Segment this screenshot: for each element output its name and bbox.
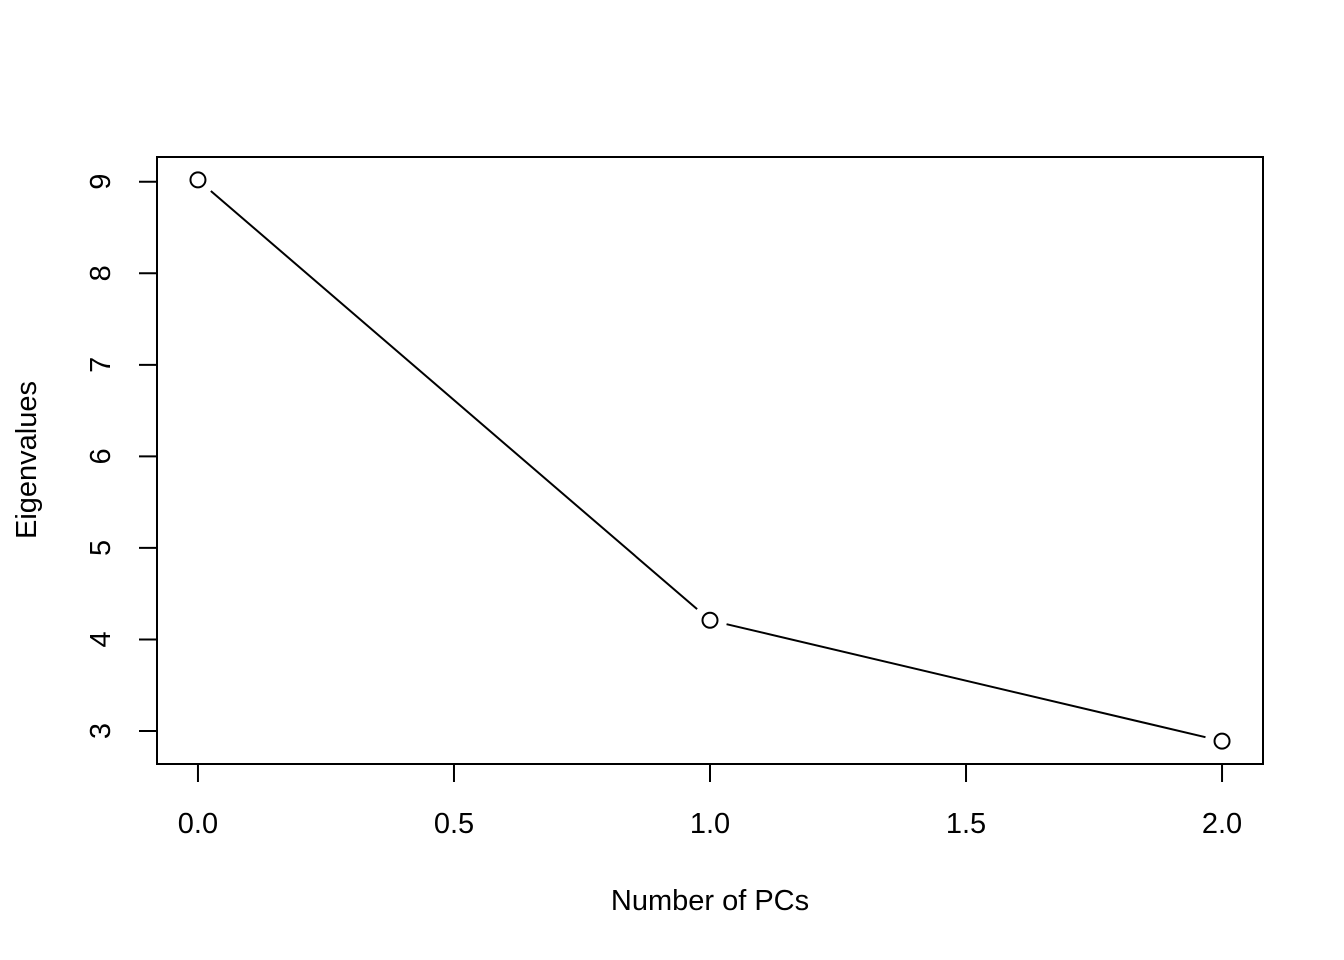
y-axis-label: Eigenvalues (11, 381, 43, 539)
series-line (210, 190, 1206, 739)
plot-frame (156, 156, 1264, 765)
data-point (189, 171, 207, 189)
x-tick-label: 0.0 (178, 808, 218, 840)
x-tick-label: 2.0 (1202, 808, 1242, 840)
x-tick-label: 1.0 (690, 808, 730, 840)
series-segment (210, 190, 698, 610)
y-tick-label: 5 (85, 540, 117, 556)
y-tick-label: 4 (85, 631, 117, 647)
y-axis: 3 4 5 6 7 8 9 (85, 174, 158, 739)
y-tick-label: 6 (85, 448, 117, 464)
x-tick-label: 0.5 (434, 808, 474, 840)
y-tick-label: 7 (85, 357, 117, 373)
x-axis-label: Number of PCs (611, 885, 809, 917)
data-point (1213, 732, 1231, 750)
y-tick-label: 8 (85, 265, 117, 281)
data-point (701, 611, 719, 629)
y-tick-label: 3 (85, 723, 117, 739)
series-segment (726, 623, 1206, 739)
x-tick-label: 1.5 (946, 808, 986, 840)
x-axis: 0.0 0.5 1.0 1.5 2.0 (178, 763, 1242, 840)
data-points (189, 171, 1231, 750)
y-tick-label: 9 (85, 174, 117, 190)
